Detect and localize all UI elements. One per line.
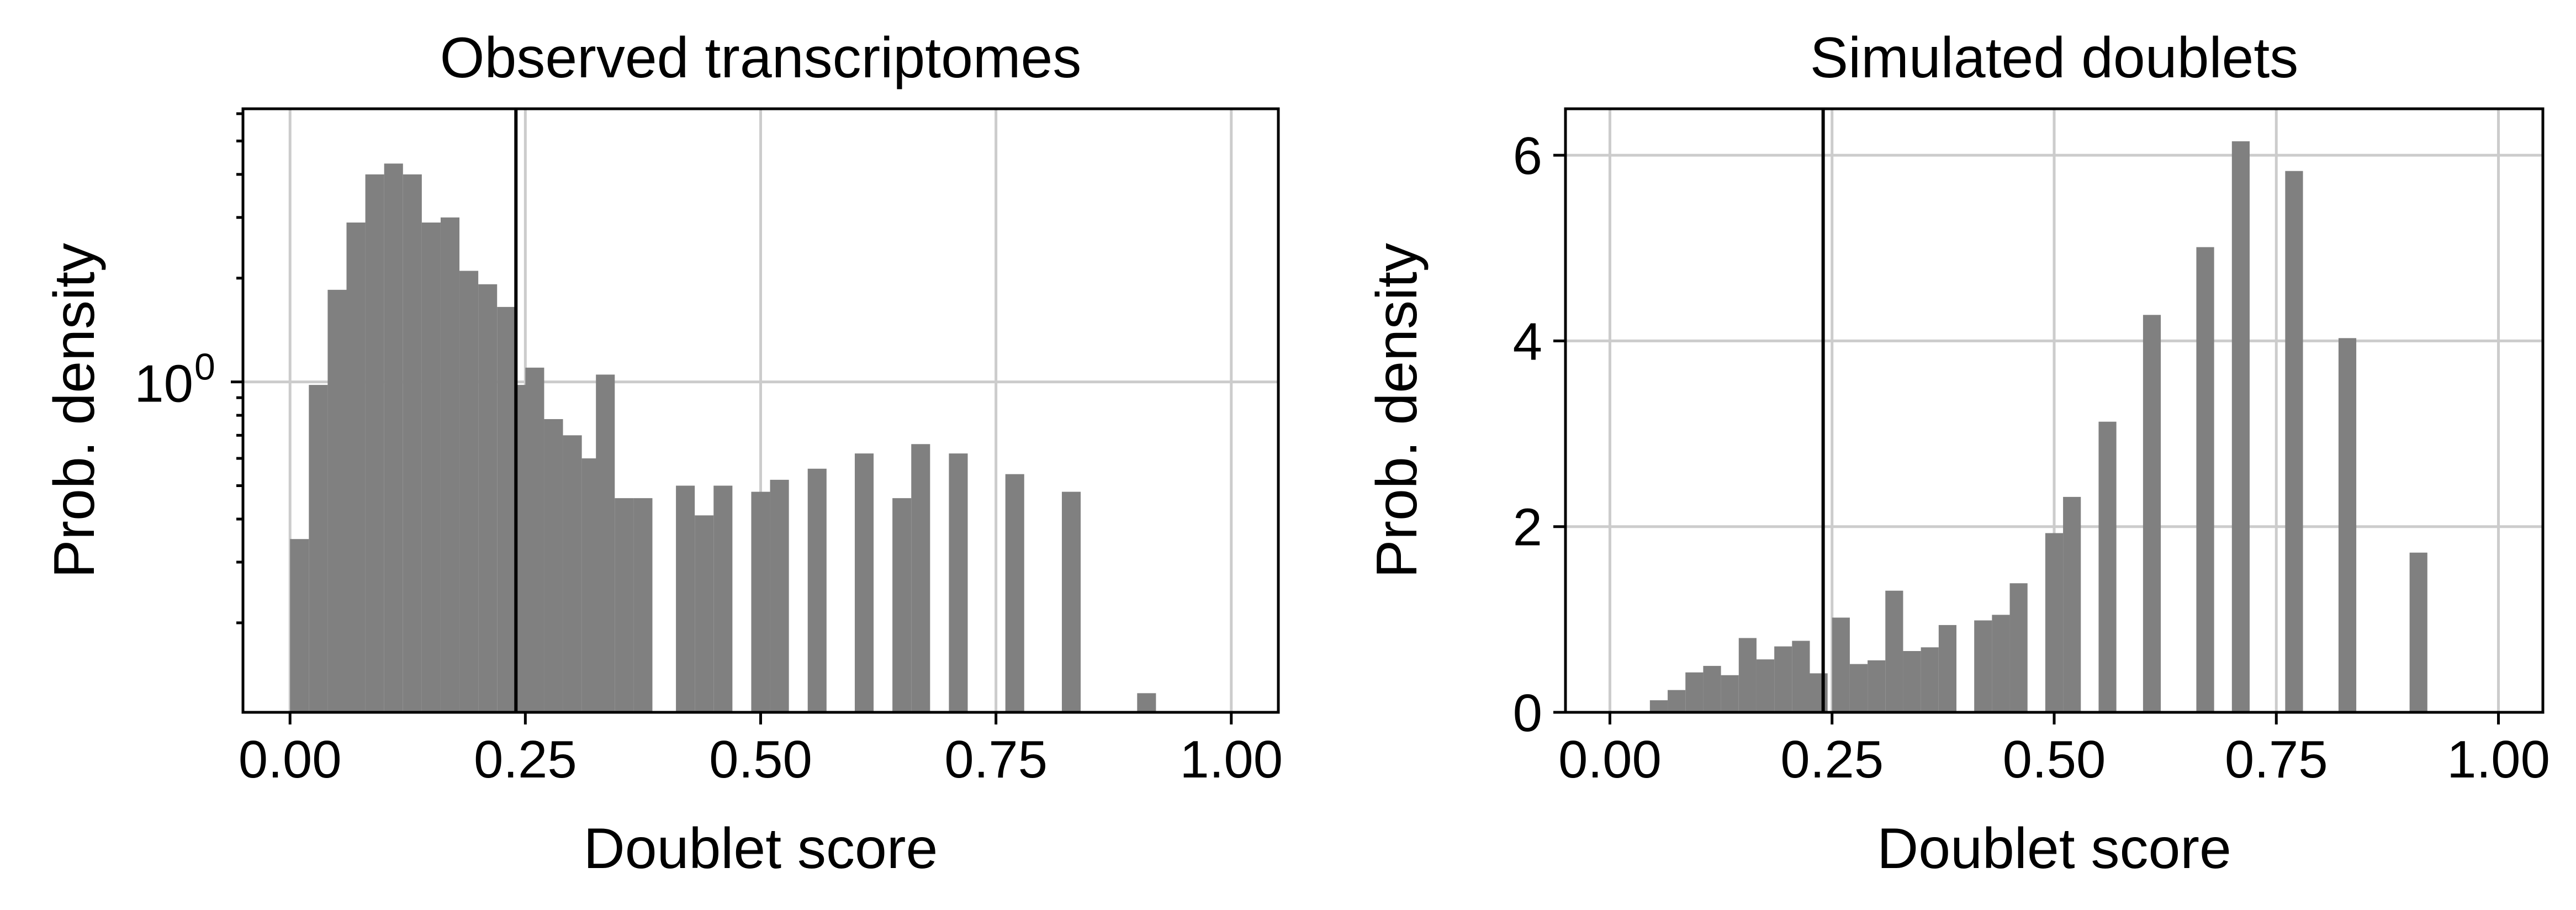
histogram-bar <box>854 453 874 712</box>
histogram-bar <box>403 174 422 712</box>
x-axis-label: Doublet score <box>584 817 938 881</box>
y-tick-label: 2 <box>1513 498 1542 557</box>
histogram-bar <box>1938 625 1956 712</box>
histogram-bar <box>1685 672 1704 712</box>
y-tick-label: 0 <box>1513 684 1542 743</box>
histogram-bar <box>911 444 930 712</box>
histogram-bar <box>1810 673 1828 712</box>
histogram-bar <box>1005 474 1024 712</box>
histogram-bar <box>525 367 544 712</box>
histogram-bar <box>2409 552 2427 712</box>
histogram-bar <box>478 284 498 712</box>
histogram-bar <box>751 491 770 712</box>
histogram-bar <box>615 498 634 712</box>
chart-title: Simulated doublets <box>1810 26 2299 90</box>
histogram-bar <box>1792 641 1810 712</box>
histogram-bar <box>1668 690 1686 712</box>
histogram-bar <box>1703 665 1721 712</box>
histogram-bar <box>770 479 789 712</box>
histogram-bar <box>1903 651 1921 712</box>
x-tick-label: 0.00 <box>1558 730 1662 789</box>
histogram-bar <box>365 174 384 712</box>
x-tick-label: 0.00 <box>239 730 342 789</box>
histogram-bar <box>384 163 403 712</box>
y-axis-label: Prob. density <box>1365 243 1429 578</box>
y-tick-label: 10 <box>134 355 193 414</box>
histogram-bar <box>290 539 309 712</box>
x-axis-label: Doublet score <box>1877 817 2231 881</box>
histogram-bar <box>1921 647 1939 712</box>
histogram-bar <box>1868 660 1886 712</box>
x-tick-label: 1.00 <box>2447 730 2550 789</box>
x-tick-label: 0.75 <box>2225 730 2328 789</box>
histogram-bar <box>309 385 328 712</box>
histogram-bar <box>1992 615 2010 712</box>
histogram-bar <box>421 222 441 712</box>
histogram-bar <box>1974 620 1992 712</box>
histogram-bar <box>327 289 347 712</box>
histogram-bar <box>2045 533 2064 712</box>
histogram-bar <box>2338 338 2357 712</box>
histogram-bar <box>497 306 516 712</box>
y-tick-label: 6 <box>1513 126 1542 186</box>
histogram-bar <box>1649 700 1668 712</box>
histogram-bar <box>346 222 366 712</box>
y-tick-exponent: 0 <box>194 346 215 388</box>
histogram-bar <box>2285 171 2303 712</box>
histogram-bar <box>1885 590 1903 712</box>
x-tick-label: 0.25 <box>1780 730 1884 789</box>
histogram-bar <box>2098 421 2117 712</box>
histogram-bar <box>1721 675 1739 712</box>
x-tick-label: 0.50 <box>2003 730 2106 789</box>
histogram-bar <box>2143 315 2161 712</box>
histogram-bar <box>949 453 968 712</box>
x-tick-label: 1.00 <box>1179 730 1283 789</box>
histogram-bar <box>2196 247 2214 713</box>
histogram-bar <box>633 498 653 712</box>
histogram-bar <box>1774 646 1792 712</box>
x-tick-label: 0.75 <box>944 730 1048 789</box>
y-axis-label: Prob. density <box>43 243 107 578</box>
histogram-bar <box>2231 141 2250 712</box>
panel-simulated-doublets: 0.00 0.25 0.50 0.75 1.00 0 2 4 6 Simulated double… <box>1365 26 2550 881</box>
histogram-bar <box>695 515 714 712</box>
histogram-bar <box>1738 638 1757 712</box>
x-tick-label: 0.50 <box>709 730 812 789</box>
histogram-bar <box>892 498 912 712</box>
histogram-bar <box>2063 496 2081 712</box>
histogram-bar <box>676 485 695 712</box>
histogram-bar <box>544 419 563 712</box>
y-tick-label: 4 <box>1513 312 1542 371</box>
histogram-bar <box>1061 491 1081 712</box>
histogram-bar <box>596 374 615 712</box>
histogram-bar <box>2009 583 2028 712</box>
x-tick-label: 0.25 <box>474 730 577 789</box>
histogram-bar <box>1756 659 1775 712</box>
chart-title: Observed transcriptomes <box>440 26 1082 90</box>
histogram-bar <box>1832 617 1850 712</box>
panel-observed-transcriptomes: 0.00 0.25 0.50 0.75 1.00 10 0 Observed transcri… <box>43 26 1283 881</box>
histogram-bar <box>563 435 582 712</box>
histogram-bar <box>807 468 827 712</box>
histogram-bar <box>459 271 479 712</box>
histogram-bar <box>713 485 733 712</box>
histogram-bar <box>440 217 460 712</box>
histogram-bar <box>1849 664 1868 712</box>
histogram-bar <box>1137 693 1156 712</box>
